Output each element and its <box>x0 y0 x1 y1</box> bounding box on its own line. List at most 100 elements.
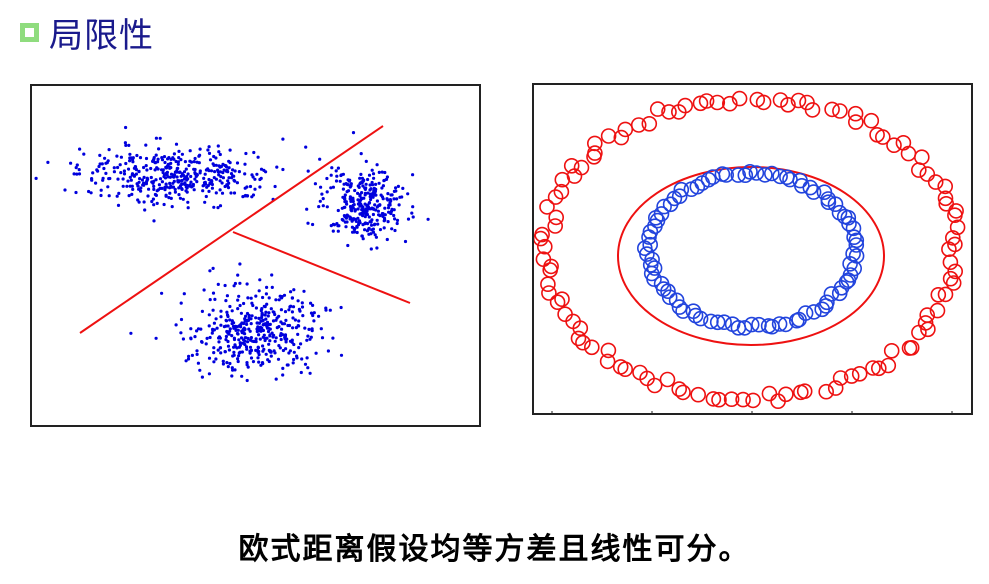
data-point <box>244 345 249 349</box>
data-point <box>377 170 381 174</box>
data-point <box>254 306 258 310</box>
data-point <box>375 246 379 250</box>
data-point <box>144 164 148 168</box>
decision-line <box>232 231 411 304</box>
data-point <box>221 171 225 175</box>
data-point <box>182 170 187 174</box>
data-point <box>336 208 340 213</box>
data-point <box>184 167 188 171</box>
data-point <box>216 206 220 210</box>
data-point <box>183 183 188 187</box>
data-point <box>372 186 376 190</box>
data-point <box>311 313 315 318</box>
data-point <box>370 168 374 172</box>
data-point <box>91 171 95 175</box>
data-point <box>213 297 217 301</box>
data-point <box>346 243 350 248</box>
data-point <box>260 311 264 315</box>
outer-ring-point <box>554 291 570 307</box>
inner-ring-point <box>703 313 719 330</box>
data-point <box>248 345 253 349</box>
data-point <box>46 160 50 164</box>
data-point <box>78 147 82 151</box>
data-point <box>202 181 207 185</box>
outer-ring-point <box>709 94 726 111</box>
data-point <box>265 320 270 324</box>
data-point <box>245 311 250 316</box>
data-point <box>362 196 366 200</box>
data-point <box>244 314 248 318</box>
data-point <box>134 167 138 171</box>
data-point <box>208 298 212 302</box>
data-point <box>317 314 321 318</box>
data-point <box>363 228 367 232</box>
data-point <box>390 207 394 211</box>
inner-ring-point <box>705 169 721 185</box>
outer-ring-point <box>851 365 868 382</box>
data-point <box>257 316 261 320</box>
data-point <box>156 157 160 161</box>
data-point <box>179 317 184 322</box>
data-point <box>326 349 330 353</box>
outer-ring-point <box>929 302 946 319</box>
data-point <box>386 192 390 196</box>
data-point <box>324 306 328 310</box>
data-point <box>378 228 383 232</box>
data-point <box>203 200 207 204</box>
data-point <box>359 172 363 176</box>
data-point <box>243 332 247 336</box>
data-point <box>180 178 184 183</box>
data-point <box>289 290 293 294</box>
data-point <box>358 198 363 202</box>
data-point <box>358 204 362 208</box>
data-point <box>233 169 237 173</box>
data-point <box>249 322 253 326</box>
data-point <box>232 174 236 178</box>
data-point <box>356 207 360 211</box>
data-point <box>390 193 394 197</box>
data-point <box>368 192 373 196</box>
inner-ring-point <box>818 298 834 314</box>
data-point <box>152 219 156 223</box>
data-point <box>352 226 356 231</box>
data-point <box>214 156 218 160</box>
data-point <box>363 202 367 206</box>
data-point <box>232 284 236 288</box>
data-point <box>288 349 292 353</box>
data-point <box>211 291 216 295</box>
data-point <box>248 329 252 333</box>
data-point <box>218 170 222 174</box>
data-point <box>197 161 201 165</box>
data-point <box>184 189 188 193</box>
data-point <box>198 368 202 372</box>
data-point <box>371 227 375 231</box>
data-point <box>303 326 307 330</box>
data-point <box>163 188 167 192</box>
data-point <box>309 311 314 315</box>
data-point <box>365 212 369 216</box>
data-point <box>233 179 237 183</box>
data-point <box>240 374 244 378</box>
inner-ring-point <box>671 299 688 315</box>
data-point <box>309 301 313 305</box>
outer-ring-point <box>755 94 772 111</box>
data-point <box>304 145 308 149</box>
data-point <box>297 346 301 350</box>
outer-ring-point <box>827 380 844 396</box>
data-point <box>130 173 134 177</box>
data-point <box>229 191 233 195</box>
linear-clusters-svg <box>34 125 430 383</box>
data-point <box>216 282 220 286</box>
data-point <box>208 158 213 162</box>
data-point <box>364 182 368 186</box>
data-point <box>251 339 255 343</box>
data-point <box>117 191 121 195</box>
data-point <box>225 313 230 317</box>
data-point <box>249 296 253 300</box>
data-point <box>366 177 370 182</box>
data-point <box>175 175 179 179</box>
data-point <box>210 331 214 335</box>
data-point <box>258 278 262 282</box>
data-point <box>291 326 295 330</box>
outer-ring-point <box>919 166 936 182</box>
